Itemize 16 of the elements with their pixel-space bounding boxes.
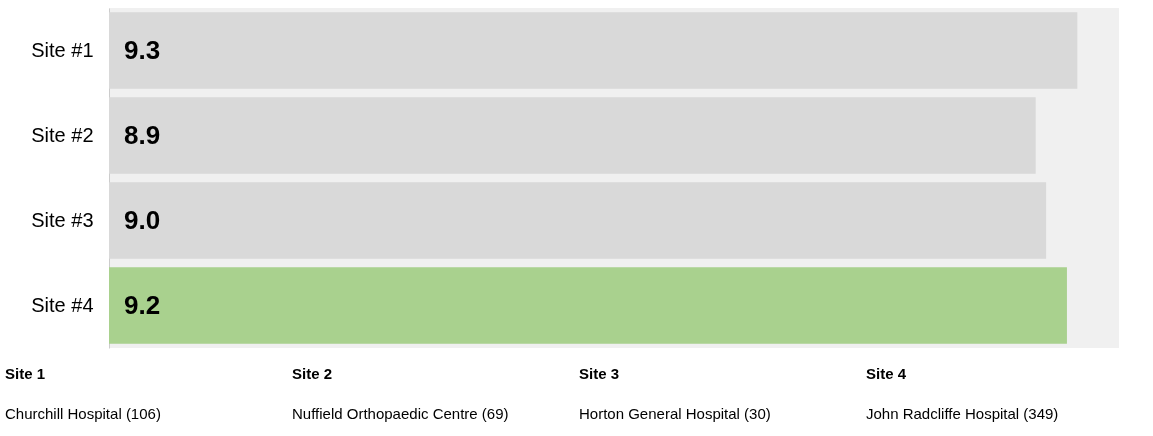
text: Horton General Hospital (30): [579, 405, 771, 422]
y-tick-label: Site #4: [31, 293, 94, 316]
text: Site 1: [5, 365, 46, 382]
y-tick-label: Site #1: [31, 38, 94, 61]
text: Churchill Hospital (106): [5, 405, 161, 422]
text: Site 4: [866, 365, 907, 382]
y-tick-label: Site #3: [31, 208, 94, 231]
data-label: 9.2: [124, 289, 161, 320]
text: John Radcliffe Hospital (349): [866, 405, 1059, 422]
y-tick-label: Site #2: [31, 123, 94, 146]
text: Site 2: [292, 365, 333, 382]
data-label: 9.3: [124, 34, 161, 65]
text: Site 3: [579, 365, 620, 382]
data-label: 8.9: [124, 119, 161, 150]
data-label: 9.0: [124, 204, 161, 235]
text: Nuffield Orthopaedic Centre (69): [292, 405, 509, 422]
